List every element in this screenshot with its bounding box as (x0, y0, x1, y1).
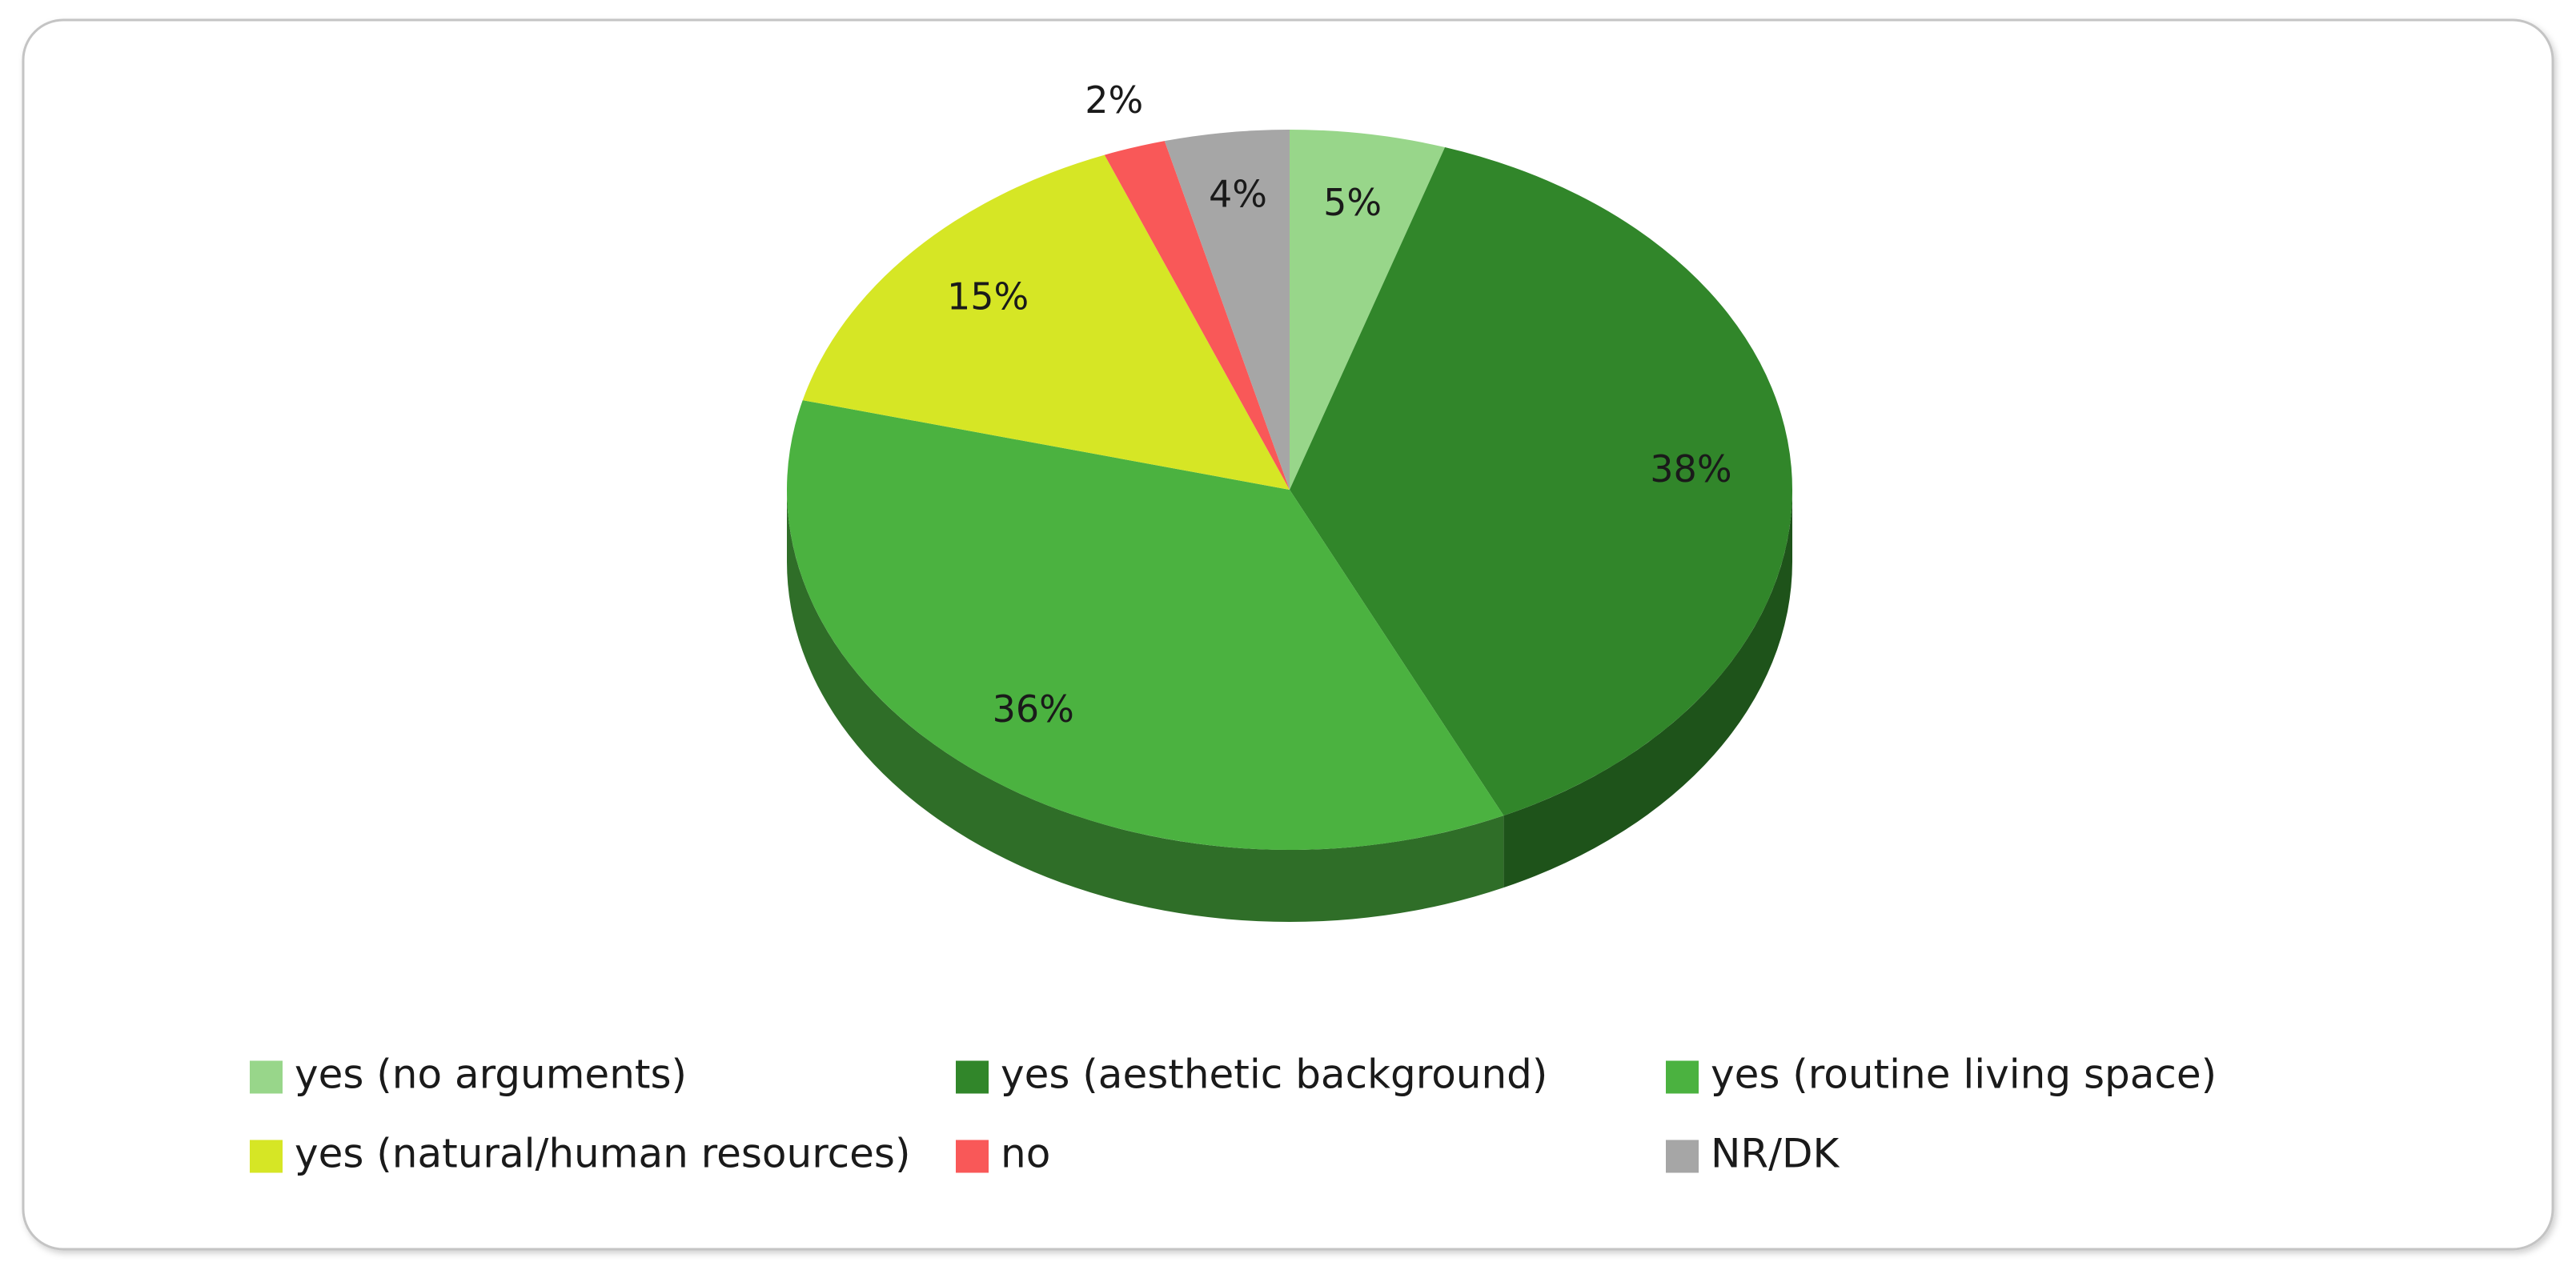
data-label: 36% (993, 687, 1074, 731)
legend-swatch (1666, 1060, 1699, 1094)
legend-label: no (1001, 1131, 1050, 1177)
legend: yes (no arguments) yes (aesthetic backgro… (250, 1052, 2217, 1177)
legend-label: yes (routine living space) (1711, 1052, 2217, 1098)
slice-side (787, 490, 1504, 922)
data-label: 15% (947, 274, 1029, 318)
legend-label: yes (natural/human resources) (295, 1131, 910, 1177)
legend-swatch (956, 1060, 989, 1094)
pie-slice (787, 400, 1504, 850)
pie-slice (1290, 130, 1446, 490)
data-label: 4% (1209, 172, 1267, 215)
pie: 5% 38% 36% 15% 2% 4% (787, 78, 1793, 922)
pie-slice (1164, 130, 1290, 490)
slice-side (1503, 490, 1792, 888)
legend-swatch (956, 1140, 989, 1173)
pie-slice (1290, 147, 1793, 816)
legend-label: NR/DK (1711, 1131, 1840, 1177)
data-label: 38% (1650, 447, 1731, 491)
data-label: 5% (1323, 181, 1382, 224)
legend-swatch (1666, 1140, 1699, 1173)
legend-label: yes (no arguments) (295, 1052, 687, 1098)
data-label: 2% (1085, 78, 1143, 122)
pie-slice (1104, 141, 1290, 490)
pie-slice (802, 154, 1290, 490)
legend-label: yes (aesthetic background) (1001, 1052, 1547, 1098)
legend-swatch (250, 1140, 283, 1173)
legend-swatch (250, 1060, 283, 1094)
